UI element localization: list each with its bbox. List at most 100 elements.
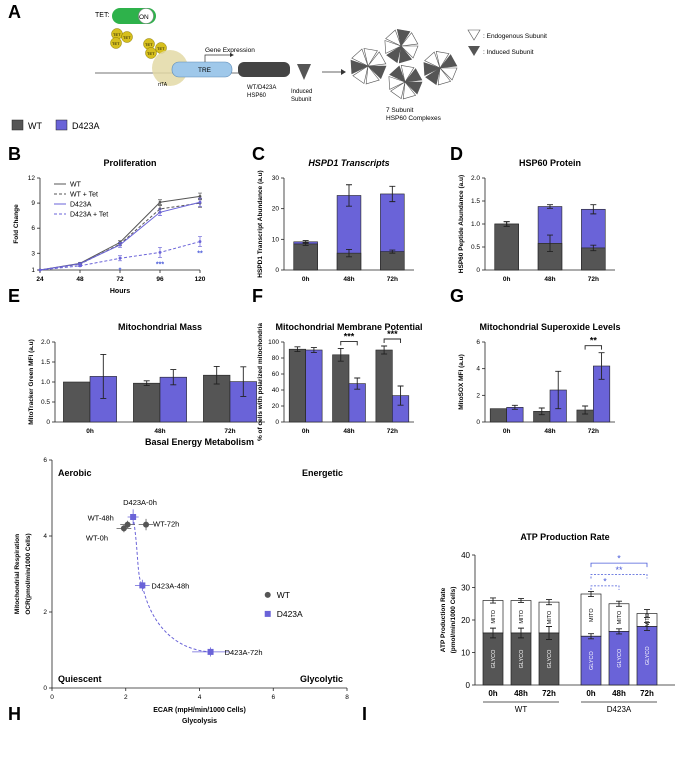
x-tick-label: 48h [544, 428, 555, 435]
y-tick-label: 80 [272, 355, 280, 362]
complex-subunit [367, 51, 387, 67]
x-tick-label: 0 [50, 694, 54, 701]
point-label: WT-0h [86, 533, 108, 542]
arrow-icon [204, 54, 232, 62]
induced-legend-triangle-icon [468, 46, 480, 56]
complex-subunit [400, 32, 419, 47]
complex-subunit [386, 45, 402, 64]
tet-chip-label: TET [145, 42, 153, 47]
point-label: WT-48h [88, 514, 114, 523]
group-label-d423a: D423A [607, 705, 632, 714]
x-tick-label: 24 [36, 276, 44, 283]
significance-bracket [590, 562, 648, 568]
complex-caption-line: HSP60 Complexes [386, 115, 442, 122]
error-bar [346, 249, 352, 258]
complex-subunit [396, 29, 411, 47]
error-bar [158, 208, 162, 216]
gene-expression-label: Gene Expression [205, 47, 255, 54]
y-tick-label: 0.5 [41, 399, 50, 406]
chart-title: Proliferation [103, 158, 156, 168]
chart-H: Basal Energy Metabolism 0 2 4 6 0 2 4 6 8 ECAR (mp… [14, 437, 349, 725]
point-label: WT-72h [153, 520, 179, 529]
panel-letter-B: B [8, 144, 21, 164]
y-tick-label: 1.5 [41, 359, 50, 366]
complex-subunit [423, 62, 441, 76]
point-d423a [130, 514, 137, 520]
y-tick-label: 6 [31, 225, 35, 232]
y-axis-label: MitoSOX MFI (a.u) [458, 354, 465, 410]
mito-label: MITO [645, 612, 651, 626]
error-bar [381, 345, 388, 355]
significance-stars: *** [387, 329, 398, 339]
x-tick-label: 48 [76, 276, 84, 283]
endogenous-triangle-icon [467, 29, 481, 41]
y-tick-label: 6 [43, 457, 47, 464]
error-bar [170, 369, 177, 386]
mito-label: MITO [547, 610, 553, 624]
y-tick-label: 0.5 [471, 244, 480, 251]
complex-subunit [439, 54, 458, 69]
significance-bracket [340, 340, 358, 346]
x-tick-label: 72h [224, 428, 235, 435]
legend-d423a-label: D423A [72, 121, 100, 131]
tet-chip-label: TET [112, 41, 120, 46]
legend-wt-label: WT [277, 590, 290, 600]
y-tick-label: 0 [476, 267, 480, 274]
error-bar [118, 242, 122, 248]
chart-C: HSPD1 Transcripts 0 10 20 30 HSPD1 Transcript… [257, 158, 414, 283]
bar-wt [380, 251, 405, 271]
error-bar [590, 244, 597, 252]
error-bar [213, 365, 220, 385]
quadrant-glycolytic: Glycolytic [300, 674, 343, 684]
chart-B: Proliferation 1 3 6 9 12 24 48 72 96 120 Hours Fold … [13, 158, 206, 295]
bar-wt [494, 223, 519, 271]
chart-title: Mitochondrial Mass [118, 322, 202, 332]
significance-stars: * [119, 267, 122, 274]
bar-wt [332, 354, 350, 423]
significance-stars: ** [197, 251, 203, 258]
y-tick-label: 0 [476, 419, 480, 426]
x-tick-label: 8 [345, 694, 349, 701]
mito-label: MITO [519, 609, 525, 623]
legend-label: WT + Tet [70, 192, 98, 199]
x-tick-label: 0h [488, 689, 497, 698]
complex-subunit [350, 59, 369, 75]
x-tick-label: 48h [514, 689, 528, 698]
x-axis-label: ECAR (mpH/min/1000 Cells) [153, 707, 246, 714]
error-bar [582, 405, 589, 415]
x-tick-label: 48h [154, 428, 165, 435]
chart-F: Mitochondrial Membrane Potential 0 20 40 60 8… [257, 322, 423, 441]
error-bar [616, 628, 622, 635]
complex-subunit [367, 65, 387, 80]
x-tick-label: 0h [586, 689, 595, 698]
bar-wt [133, 382, 161, 423]
chart-I: ATP Production Rate 0 10 20 30 40 ATP Producti… [440, 532, 675, 714]
significance-stars: *** [156, 261, 164, 268]
chart-title: HSP60 Protein [519, 158, 581, 168]
y-tick-label: 40 [461, 551, 470, 560]
y-tick-label: 0 [43, 685, 47, 692]
mito-label: MITO [617, 610, 623, 624]
complex-subunit [388, 76, 406, 90]
y-tick-label: 1 [31, 267, 35, 274]
point-wt [143, 521, 150, 528]
complex-subunit [352, 65, 369, 85]
y-axis-label: Fold Change [13, 204, 20, 244]
error-bar [555, 370, 562, 410]
complex-subunit [404, 68, 423, 83]
quadrant-energetic: Energetic [302, 468, 343, 478]
error-bar [590, 204, 597, 215]
chart-title: Mitochondrial Membrane Potential [275, 322, 422, 332]
chart-E: Mitochondrial Mass 0 0.5 1.0 1.5 2.0 MitoTrack… [28, 322, 265, 435]
y-tick-label: 30 [272, 175, 280, 182]
error-bar [354, 377, 361, 390]
chart-title: HSPD1 Transcripts [308, 158, 389, 168]
tet-label: TET: [95, 12, 109, 19]
significance-stars: ** [590, 336, 598, 346]
mito-label: MITO [491, 609, 497, 623]
error-bar [198, 236, 202, 247]
bar-wt [581, 247, 606, 271]
glyco-label: GLYCO [547, 649, 553, 669]
